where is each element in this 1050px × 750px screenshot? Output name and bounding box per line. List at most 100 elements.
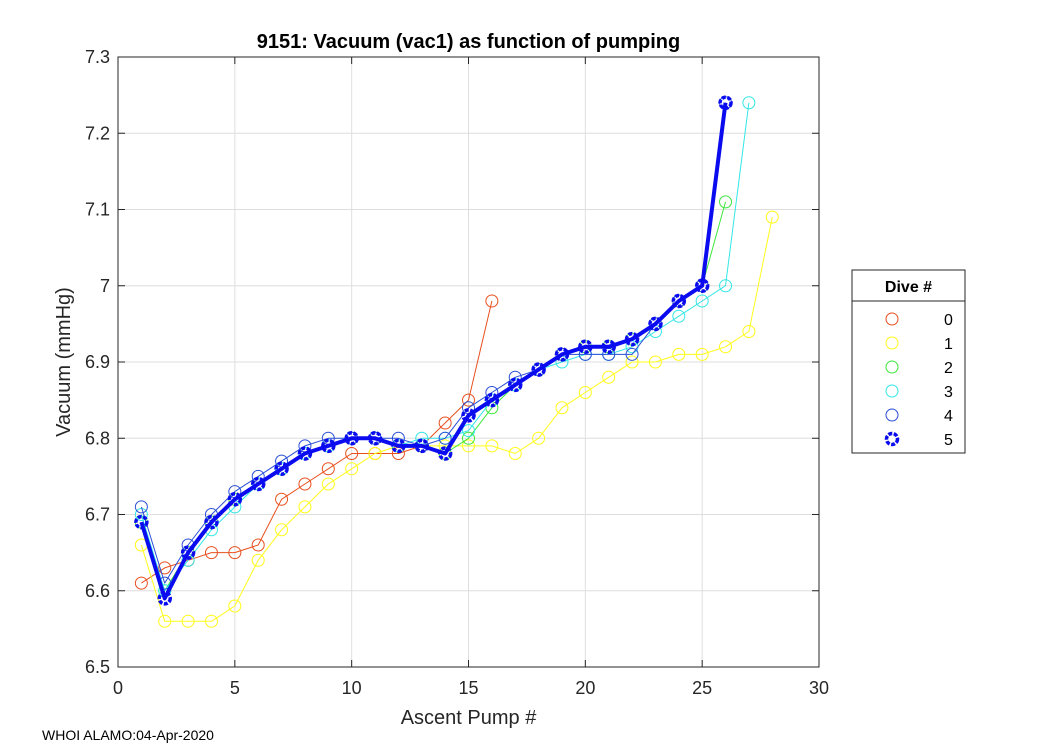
legend-label-0: 0 xyxy=(944,312,953,329)
y-tick-label: 7.2 xyxy=(85,123,110,143)
series-5-point xyxy=(554,347,570,362)
legend-label-5: 5 xyxy=(944,432,953,449)
series-1-point xyxy=(298,500,312,514)
series-layer xyxy=(134,95,779,628)
legend-marker-2 xyxy=(885,360,899,374)
series-0-point xyxy=(251,538,265,552)
series-0-point xyxy=(275,492,289,506)
series-5-point xyxy=(484,392,500,408)
series-5-point xyxy=(157,591,172,606)
series-4-point xyxy=(625,347,639,361)
series-3-point xyxy=(672,309,686,323)
series-5-point xyxy=(204,514,219,530)
series-1-point xyxy=(765,210,779,224)
series-1-point xyxy=(602,370,616,384)
y-tick-label: 6.6 xyxy=(85,581,110,601)
legend-title: Dive # xyxy=(885,279,932,296)
series-5-point xyxy=(180,545,196,560)
legend-label-2: 2 xyxy=(944,360,953,377)
series-1-point xyxy=(158,614,172,628)
axis-ticks: 0 5 10 15 20 25 30 6.5 6.6 6.7 6.8 6.9 7 7.1 7.2 7.3 xyxy=(85,47,829,698)
series-1-point xyxy=(672,347,686,361)
series-3-point xyxy=(695,294,709,308)
series-2-point xyxy=(719,195,733,209)
y-tick-label: 6.9 xyxy=(85,352,110,372)
series-1-point xyxy=(321,477,335,491)
series-5-point xyxy=(437,446,453,461)
series-5-point xyxy=(250,476,266,492)
series-5-point xyxy=(414,438,430,454)
y-tick-label: 6.7 xyxy=(85,505,110,525)
y-tick-label: 7.1 xyxy=(85,200,110,220)
chart-title: 9151: Vacuum (vac1) as function of pumpi… xyxy=(257,31,680,53)
series-5-point xyxy=(531,362,546,377)
footer-credit: WHOI ALAMO:04-Apr-2020 xyxy=(42,727,214,743)
series-1-point xyxy=(204,614,218,628)
legend-marker-3 xyxy=(885,384,899,398)
y-tick-label: 7.3 xyxy=(85,47,110,67)
series-5-point xyxy=(578,339,593,354)
legend-marker-5 xyxy=(884,431,900,447)
series-5-point xyxy=(461,408,476,423)
series-5-point xyxy=(507,377,523,393)
series-1-point xyxy=(508,447,522,460)
series-0-point xyxy=(438,416,452,430)
series-0-line xyxy=(141,300,493,584)
series-0-point xyxy=(298,477,312,491)
series-0-point xyxy=(228,546,242,560)
series-0-point xyxy=(321,462,335,476)
series-1-point xyxy=(368,447,382,460)
series-5 xyxy=(134,95,733,606)
series-3-point xyxy=(462,424,475,438)
x-axis-label: Ascent Pump # xyxy=(401,707,538,729)
series-0-point xyxy=(462,393,475,407)
y-tick-label: 7 xyxy=(100,276,110,296)
series-1-point xyxy=(345,462,359,476)
x-tick-label: 15 xyxy=(458,678,478,698)
series-1-point xyxy=(462,439,475,453)
series-1-point xyxy=(695,347,709,361)
series-3-point xyxy=(719,279,733,293)
x-tick-label: 30 xyxy=(809,678,829,698)
legend: Dive # 0 1 2 3 4 5 xyxy=(851,269,966,454)
series-1-point xyxy=(181,614,195,628)
series-5-point xyxy=(344,431,359,446)
series-1-point xyxy=(625,355,639,369)
legend-label-1: 1 xyxy=(944,336,953,353)
series-5-point xyxy=(297,446,313,461)
series-4-point xyxy=(438,431,452,445)
series-0-point xyxy=(345,447,359,460)
legend-marker-1 xyxy=(885,336,899,350)
series-5-point xyxy=(227,492,243,507)
series-1-point xyxy=(578,386,592,399)
series-4-point xyxy=(134,500,148,514)
series-1-point xyxy=(251,553,265,567)
y-tick-label: 6.8 xyxy=(85,428,110,448)
series-5-point xyxy=(601,339,616,354)
series-5-point xyxy=(694,278,710,293)
series-5-point xyxy=(134,514,149,530)
legend-label-4: 4 xyxy=(944,408,953,425)
legend-label-3: 3 xyxy=(944,384,953,401)
series-0-point xyxy=(204,546,218,560)
legend-marker-4 xyxy=(885,408,899,422)
series-1-point xyxy=(555,401,569,415)
y-axis-label: Vacuum (mmHg) xyxy=(53,287,75,437)
series-4-line xyxy=(140,102,726,584)
x-tick-label: 0 xyxy=(113,678,123,698)
series-5-point xyxy=(321,438,336,454)
series-5-point xyxy=(391,438,406,454)
series-1-point xyxy=(742,325,756,338)
x-tick-label: 25 xyxy=(692,678,712,698)
series-0-point xyxy=(485,294,499,308)
series-3-point xyxy=(742,96,756,110)
series-5-point xyxy=(671,293,687,309)
series-1-point xyxy=(485,439,499,453)
y-tick-label: 6.5 xyxy=(85,657,110,677)
series-1-point xyxy=(648,355,662,369)
x-tick-label: 20 xyxy=(575,678,595,698)
series-1-point xyxy=(532,431,546,445)
series-1-point xyxy=(228,599,242,613)
series-5-point xyxy=(718,95,733,110)
